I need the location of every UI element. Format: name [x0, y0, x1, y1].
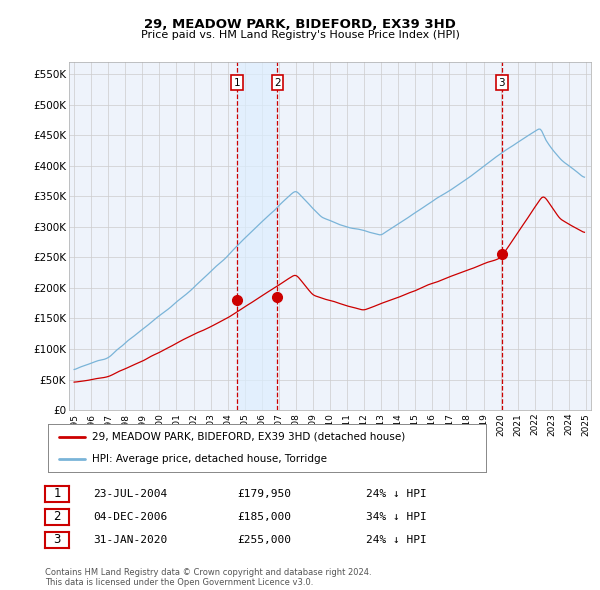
Text: HPI: Average price, detached house, Torridge: HPI: Average price, detached house, Torr… — [92, 454, 327, 464]
Text: 31-JAN-2020: 31-JAN-2020 — [93, 535, 167, 545]
Text: 24% ↓ HPI: 24% ↓ HPI — [366, 535, 427, 545]
Text: Price paid vs. HM Land Registry's House Price Index (HPI): Price paid vs. HM Land Registry's House … — [140, 30, 460, 40]
Text: 34% ↓ HPI: 34% ↓ HPI — [366, 512, 427, 522]
Bar — [237, 62, 277, 410]
Text: 29, MEADOW PARK, BIDEFORD, EX39 3HD: 29, MEADOW PARK, BIDEFORD, EX39 3HD — [144, 18, 456, 31]
Text: £179,950: £179,950 — [237, 489, 291, 499]
Text: 24% ↓ HPI: 24% ↓ HPI — [366, 489, 427, 499]
Text: 3: 3 — [53, 533, 61, 546]
Text: 1: 1 — [234, 78, 241, 88]
Text: 04-DEC-2006: 04-DEC-2006 — [93, 512, 167, 522]
Text: Contains HM Land Registry data © Crown copyright and database right 2024.
This d: Contains HM Land Registry data © Crown c… — [45, 568, 371, 587]
Text: £255,000: £255,000 — [237, 535, 291, 545]
Text: 23-JUL-2004: 23-JUL-2004 — [93, 489, 167, 499]
Text: 29, MEADOW PARK, BIDEFORD, EX39 3HD (detached house): 29, MEADOW PARK, BIDEFORD, EX39 3HD (det… — [92, 432, 405, 442]
Text: 3: 3 — [499, 78, 505, 88]
Text: 1: 1 — [53, 487, 61, 500]
Text: 2: 2 — [53, 510, 61, 523]
Text: 2: 2 — [274, 78, 281, 88]
Text: £185,000: £185,000 — [237, 512, 291, 522]
